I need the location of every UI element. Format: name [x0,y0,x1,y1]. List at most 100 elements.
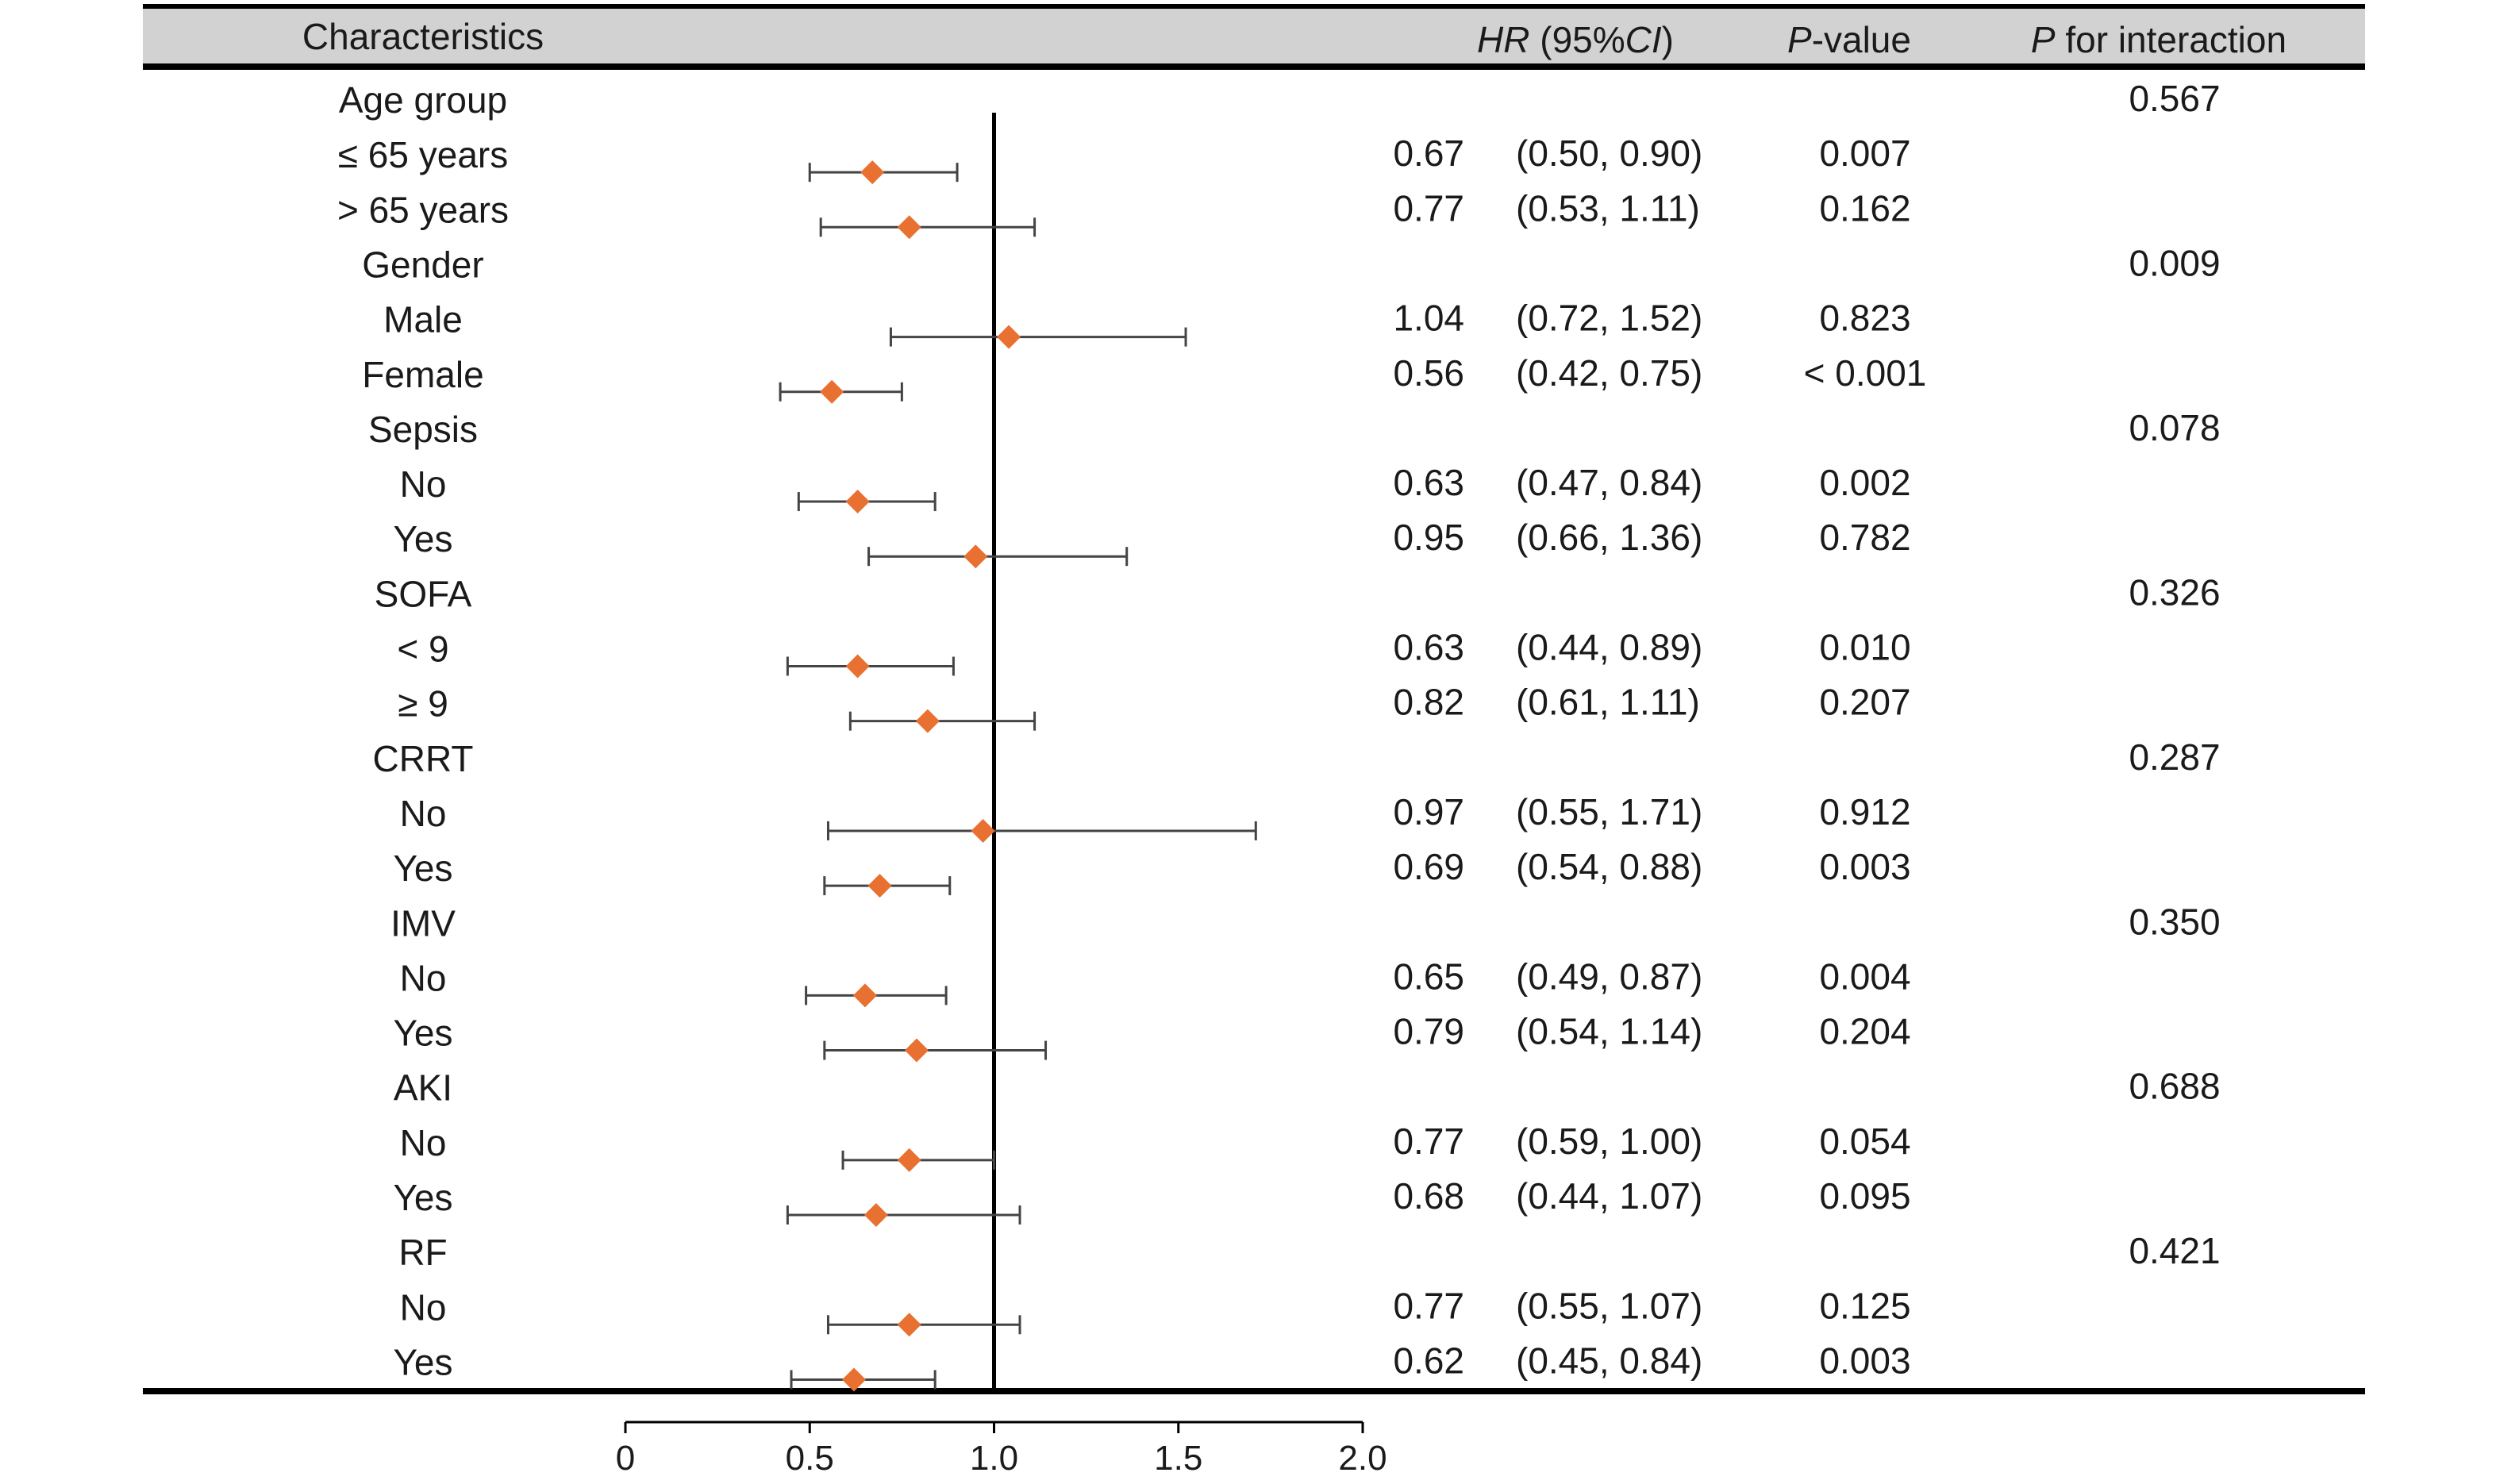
subgroup-label: Yes [393,848,452,889]
ci-value: (0.59, 1.00) [1516,1121,1702,1162]
p-value: < 0.001 [1804,352,1927,394]
subgroup-label: No [400,957,447,998]
hr-marker [845,654,870,679]
rows-layer: Age group 0.567 ≤ 65 years 0.67 (0.50, 0.90)… [337,78,2221,1392]
subgroup-label: > 65 years [337,189,509,230]
group-label: CRRT [373,738,474,779]
p-interaction-value: 0.421 [2129,1230,2220,1271]
p-value: 0.162 [1819,187,1910,229]
header-p-value: P-value [1787,19,1911,60]
p-interaction-value: 0.350 [2129,901,2220,942]
header-hr-ci: HR (95%CI) [1477,19,1674,60]
hr-marker [867,874,892,898]
x-tick-label: 0.5 [786,1439,834,1478]
hr-value: 0.95 [1393,517,1464,558]
p-value: 0.010 [1819,627,1910,668]
p-interaction-value: 0.326 [2129,571,2220,613]
x-tick-label: 0 [616,1439,635,1478]
ci-value: (0.45, 0.84) [1516,1340,1702,1381]
subgroup-label: Yes [393,1341,452,1382]
ci-value: (0.47, 0.84) [1516,462,1702,503]
hr-value: 0.68 [1393,1175,1464,1217]
subgroup-label: No [400,1286,447,1328]
p-value: 0.912 [1819,791,1910,832]
hr-marker [852,983,877,1008]
hr-marker [845,490,870,514]
ci-value: (0.66, 1.36) [1516,517,1702,558]
hr-value: 0.67 [1393,133,1464,174]
hr-value: 0.77 [1393,1121,1464,1162]
group-label: Gender [362,244,483,285]
subgroup-label: ≤ 65 years [338,134,508,175]
header-characteristics: Characteristics [302,16,544,57]
hr-marker [860,160,885,185]
ci-value: (0.61, 1.11) [1516,682,1700,723]
header-band [143,5,2365,68]
subgroup-label: Yes [393,518,452,559]
hr-marker [897,1148,921,1172]
p-interaction-value: 0.078 [2129,407,2220,448]
p-value: 0.054 [1819,1121,1910,1162]
subgroup-label: Male [383,299,463,340]
ci-value: (0.54, 1.14) [1516,1011,1702,1052]
hr-marker [915,709,940,733]
p-value: 0.823 [1819,298,1910,339]
x-tick-label: 1.0 [970,1439,1018,1478]
p-value: 0.782 [1819,517,1910,558]
ci-value: (0.72, 1.52) [1516,298,1702,339]
ci-value: (0.55, 1.07) [1516,1285,1702,1326]
hr-value: 0.56 [1393,352,1464,394]
group-label: SOFA [375,573,472,614]
hr-marker [863,1203,888,1227]
group-label: Sepsis [368,409,478,450]
subgroup-label: No [400,463,447,505]
x-tick-label: 2.0 [1338,1439,1387,1478]
p-value: 0.003 [1819,1340,1910,1381]
hr-value: 0.77 [1393,187,1464,229]
ci-value: (0.53, 1.11) [1516,187,1700,229]
p-value: 0.095 [1819,1175,1910,1217]
hr-marker [897,215,921,240]
subgroup-label: No [400,1122,447,1163]
p-value: 0.003 [1819,846,1910,887]
ci-value: (0.44, 0.89) [1516,627,1702,668]
p-interaction-value: 0.009 [2129,242,2220,283]
hr-value: 0.63 [1393,462,1464,503]
hr-marker [997,325,1021,349]
hr-marker [897,1313,921,1337]
hr-marker [963,544,988,569]
x-tick-label: 1.5 [1154,1439,1202,1478]
group-label: AKI [394,1067,452,1109]
p-value: 0.007 [1819,133,1910,174]
subgroup-label: Yes [393,1177,452,1218]
hr-marker [820,379,844,404]
subgroup-label: No [400,793,447,834]
p-interaction-value: 0.567 [2129,78,2220,119]
header-p-interaction: P for interaction [2031,19,2287,60]
hr-marker [904,1038,929,1063]
ci-value: (0.54, 0.88) [1516,846,1702,887]
subgroup-label: Female [362,354,483,395]
p-value: 0.004 [1819,955,1910,997]
subgroup-label: Yes [393,1013,452,1054]
group-label: RF [398,1232,447,1273]
hr-value: 0.79 [1393,1011,1464,1052]
hr-value: 0.63 [1393,627,1464,668]
ci-value: (0.50, 0.90) [1516,133,1702,174]
hr-value: 0.97 [1393,791,1464,832]
p-value: 0.002 [1819,462,1910,503]
p-interaction-value: 0.688 [2129,1066,2220,1107]
x-axis: 0 0.5 1.0 1.5 2.0 [616,1421,1387,1478]
subgroup-label: < 9 [397,629,448,670]
hr-marker [841,1367,866,1392]
p-value: 0.204 [1819,1011,1910,1052]
hr-value: 1.04 [1393,298,1464,339]
p-value: 0.207 [1819,682,1910,723]
p-interaction-value: 0.287 [2129,736,2220,778]
hr-value: 0.82 [1393,682,1464,723]
ci-value: (0.42, 0.75) [1516,352,1702,394]
p-value: 0.125 [1819,1285,1910,1326]
hr-marker [971,818,995,843]
ci-value: (0.49, 0.87) [1516,955,1702,997]
